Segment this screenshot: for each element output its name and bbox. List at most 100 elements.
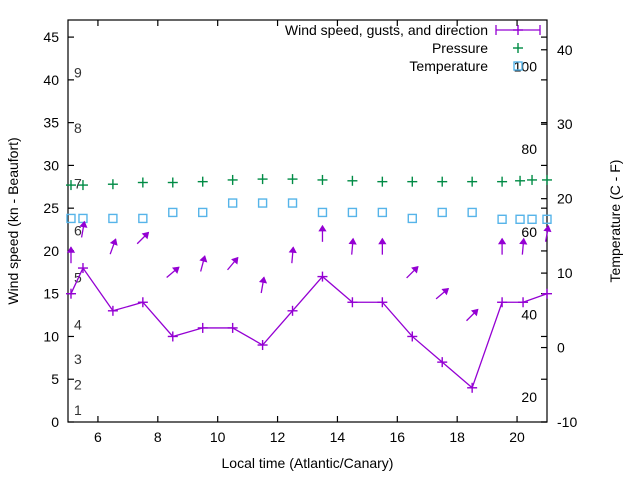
series-temperature [66, 198, 552, 224]
wind-speed-marker [167, 331, 178, 342]
wind-speed-marker [317, 271, 328, 282]
chart-legend: Wind speed, gusts, and direction Pressure… [285, 22, 541, 74]
right-tick-label: 10 [557, 265, 573, 281]
pressure-marker [542, 174, 552, 185]
temperature-marker [467, 207, 477, 218]
wind-speed-marker [467, 382, 478, 393]
fahrenheit-label: 100 [514, 58, 538, 74]
right-axis: -10 0 10 20 30 40 [541, 42, 577, 430]
axis-titles: Wind speed (kn - Beaufort) Temperature (C… [5, 137, 623, 471]
fahrenheit-label: 80 [521, 141, 537, 157]
pressure-marker [527, 174, 538, 185]
legend-label: Wind speed, gusts, and direction [285, 22, 488, 38]
pressure-marker [65, 180, 76, 191]
wind-direction-arrow [136, 231, 150, 245]
left-tick-label: 5 [51, 371, 59, 387]
pressure-marker [347, 175, 358, 186]
wind-direction-arrow [519, 237, 528, 255]
right-tick-label: 40 [557, 42, 573, 58]
legend-swatch-temperature [513, 61, 523, 71]
left-tick-label: 0 [51, 414, 59, 430]
temperature-marker [78, 213, 88, 224]
plot-frame [67, 19, 548, 423]
temperature-marker [527, 214, 537, 224]
temperature-marker [287, 198, 298, 208]
beaufort-label: 4 [74, 317, 82, 333]
pressure-marker [107, 179, 118, 190]
beaufort-label: 7 [74, 176, 82, 192]
legend-label: Temperature [409, 58, 488, 74]
temperature-marker [198, 207, 208, 218]
bottom-tick-label: 20 [509, 429, 525, 445]
left-tick-label: 45 [43, 29, 59, 45]
bottom-tick-label: 8 [154, 429, 162, 445]
series-wind-speed [65, 220, 552, 393]
wind-speed-marker [107, 305, 118, 316]
wind-speed-marker [347, 297, 358, 308]
pressure-marker [287, 174, 298, 185]
beaufort-label: 6 [74, 223, 82, 239]
wind-direction-arrow [406, 266, 419, 279]
beaufort-label: 8 [74, 120, 82, 136]
wind-direction-arrow [288, 246, 297, 264]
legend-label: Pressure [432, 40, 488, 56]
pressure-marker [515, 175, 526, 186]
wind-speed-marker [407, 331, 418, 342]
wind-speed-marker [437, 357, 448, 368]
series-pressure [65, 174, 552, 191]
left-tick-label: 20 [43, 243, 59, 259]
legend-swatch-wind [495, 25, 541, 35]
pressure-marker [377, 176, 388, 187]
bottom-tick-label: 6 [94, 429, 102, 445]
fahrenheit-label: 60 [521, 224, 537, 240]
temperature-marker [407, 213, 417, 224]
pressure-marker [197, 176, 208, 187]
wind-speed-marker [497, 297, 508, 308]
bottom-tick-label: 16 [390, 429, 406, 445]
wind-direction-arrow [199, 255, 208, 272]
wind-speed-marker [77, 263, 88, 274]
temperature-marker [317, 207, 328, 218]
wind-speed-marker [227, 322, 238, 333]
temperature-marker [257, 198, 268, 208]
pressure-marker [257, 174, 268, 185]
temperature-marker [542, 214, 552, 224]
temperature-marker [347, 207, 358, 218]
right-tick-label: 30 [557, 116, 573, 132]
wind-speed-line [70, 266, 548, 389]
beaufort-label: 2 [74, 377, 82, 393]
wind-direction-arrow [227, 256, 239, 271]
fahrenheit-inner-labels: 20 40 60 80 100 [514, 58, 538, 405]
pressure-marker [77, 180, 88, 191]
pressure-marker [167, 177, 178, 188]
left-tick-label: 10 [43, 328, 59, 344]
left-tick-label: 35 [43, 115, 59, 131]
pressure-marker [437, 176, 448, 187]
temperature-marker [168, 207, 178, 218]
temperature-marker [377, 207, 388, 218]
left-tick-label: 25 [43, 200, 59, 216]
wind-direction-arrow [348, 237, 357, 255]
wind-direction-arrow [109, 238, 118, 255]
left-tick-label: 15 [43, 286, 59, 302]
bottom-tick-label: 12 [270, 429, 286, 445]
fahrenheit-label: 20 [521, 389, 537, 405]
right-tick-label: 20 [557, 191, 573, 207]
wind-direction-arrow [79, 220, 88, 238]
beaufort-label: 3 [74, 351, 82, 367]
wind-direction-arrow [66, 246, 76, 264]
pressure-marker [467, 176, 478, 187]
wind-direction-arrow [435, 287, 450, 300]
wind-direction-arrow [166, 266, 180, 278]
wind-direction-arrow [543, 225, 552, 242]
temperature-marker [227, 198, 238, 208]
wind-direction-arrow [318, 224, 327, 242]
fahrenheit-label: 40 [521, 306, 537, 322]
temperature-marker [66, 213, 76, 224]
wind-direction-arrow [378, 237, 387, 255]
bottom-tick-label: 14 [330, 429, 346, 445]
wind-speed-marker [287, 305, 298, 316]
right-tick-label: -10 [557, 414, 577, 430]
